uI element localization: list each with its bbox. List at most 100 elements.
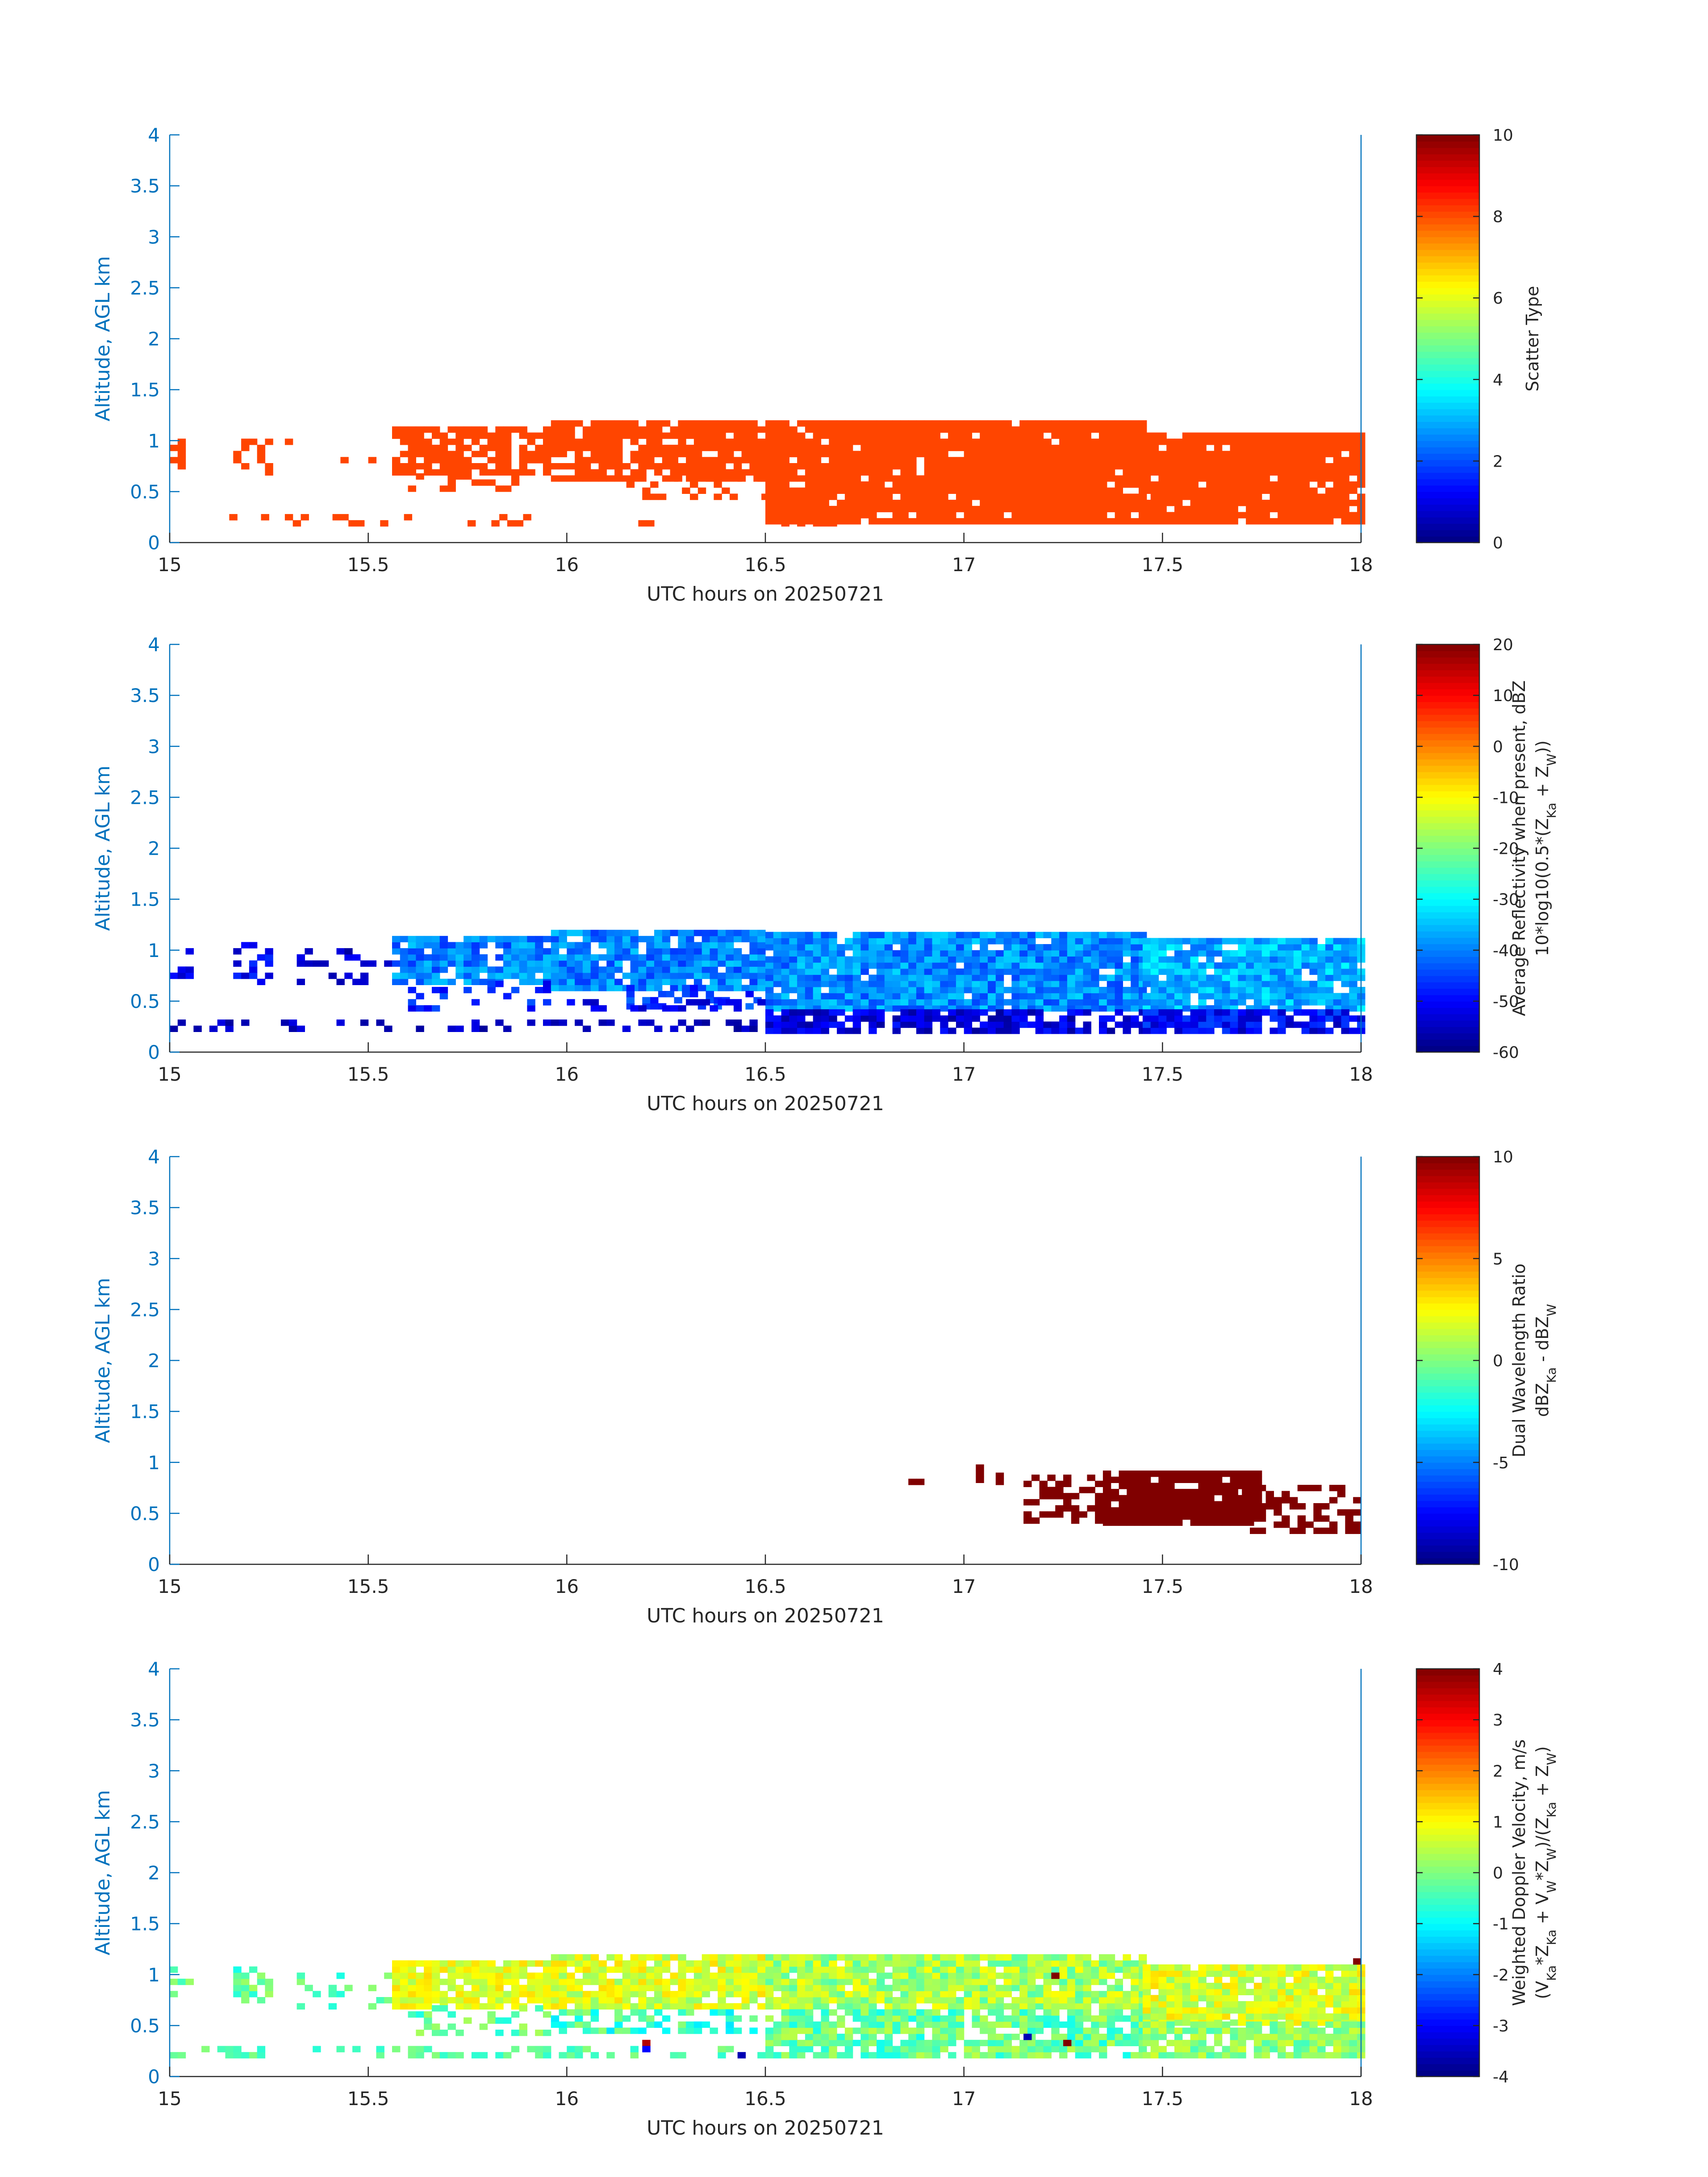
heatmap-cell xyxy=(1166,457,1175,464)
heatmap-cell xyxy=(1043,420,1052,427)
heatmap-cell xyxy=(1325,981,1334,987)
heatmap-cell xyxy=(1333,950,1342,957)
heatmap-cell xyxy=(765,993,774,999)
heatmap-cell xyxy=(1230,968,1238,975)
heatmap-cell xyxy=(1142,1021,1151,1028)
heatmap-cell xyxy=(249,960,258,967)
heatmap-cell xyxy=(837,463,845,470)
heatmap-cell xyxy=(471,942,480,949)
heatmap-cell xyxy=(305,960,313,967)
heatmap-cell xyxy=(1131,1991,1139,1997)
heatmap-cell xyxy=(1099,1021,1107,1028)
heatmap-cell xyxy=(527,432,535,439)
heatmap-cell xyxy=(519,2005,527,2012)
heatmap-cell xyxy=(654,985,663,991)
heatmap-cell xyxy=(559,1960,567,1967)
heatmap-cell xyxy=(1253,487,1262,494)
heatmap-cell xyxy=(1166,487,1175,494)
heatmap-cell xyxy=(844,500,853,506)
heatmap-cell xyxy=(837,1009,845,1016)
heatmap-cell xyxy=(1261,463,1270,470)
heatmap-cell xyxy=(1083,420,1091,427)
heatmap-cell xyxy=(781,1015,789,1022)
heatmap-cell xyxy=(1242,1497,1250,1504)
heatmap-cell xyxy=(614,1991,623,1997)
heatmap-cell xyxy=(614,2015,623,2022)
colorbar-tick-label: -10 xyxy=(1493,1556,1519,1574)
heatmap-cell xyxy=(320,960,329,967)
heatmap-cell xyxy=(773,938,782,944)
heatmap-cell xyxy=(805,518,814,525)
heatmap-cell xyxy=(869,962,877,969)
heatmap-cell xyxy=(733,999,742,1006)
heatmap-cell xyxy=(455,473,464,480)
y-tick-label: 3 xyxy=(148,226,160,248)
heatmap-cell xyxy=(821,420,829,427)
heatmap-cell xyxy=(988,475,996,482)
heatmap-cell xyxy=(741,1954,750,1961)
heatmap-cell xyxy=(892,512,901,518)
heatmap-cell xyxy=(932,962,940,969)
heatmap-cell xyxy=(424,978,432,985)
colorbar-segment xyxy=(1416,1214,1479,1221)
heatmap-cell xyxy=(781,475,789,482)
heatmap-cell xyxy=(805,962,814,969)
heatmap-cell xyxy=(567,1960,575,1967)
heatmap-cell xyxy=(523,514,531,521)
heatmap-cell xyxy=(1238,956,1246,963)
heatmap-cell xyxy=(686,2003,694,2010)
heatmap-cell xyxy=(741,936,750,943)
heatmap-cell xyxy=(614,978,623,985)
heatmap-cell xyxy=(1286,962,1294,969)
heatmap-cell xyxy=(1166,444,1175,451)
heatmap-cell xyxy=(1230,1513,1238,1520)
heatmap-cell xyxy=(686,960,694,967)
heatmap-cell xyxy=(924,463,933,470)
heatmap-cell xyxy=(185,966,194,973)
heatmap-cell xyxy=(940,487,948,494)
heatmap-cell xyxy=(821,1966,829,1973)
heatmap-cell xyxy=(797,1966,806,1973)
heatmap-cell xyxy=(487,432,496,439)
heatmap-cell xyxy=(1051,944,1060,951)
heatmap-cell xyxy=(392,432,401,439)
heatmap-cell xyxy=(416,1972,424,1979)
heatmap-cell xyxy=(789,487,798,494)
heatmap-cell xyxy=(924,974,933,981)
heatmap-cell xyxy=(543,1991,551,1997)
colorbar-segment xyxy=(1416,1532,1479,1539)
heatmap-cell xyxy=(424,2003,432,2010)
heatmap-cell xyxy=(1190,974,1199,981)
heatmap-cell xyxy=(654,960,663,967)
heatmap-cell xyxy=(1166,493,1175,500)
heatmap-cell xyxy=(789,500,798,506)
heatmap-cell xyxy=(757,469,766,476)
heatmap-cell xyxy=(1099,481,1107,488)
x-axis-label: UTC hours on 20250721 xyxy=(647,583,884,606)
heatmap-cell xyxy=(1301,993,1310,999)
heatmap-cell xyxy=(1182,487,1191,494)
heatmap-cell xyxy=(1309,518,1318,525)
heatmap-cell xyxy=(1099,962,1107,969)
heatmap-cell xyxy=(924,475,933,482)
heatmap-cell xyxy=(614,942,623,949)
heatmap-cell xyxy=(1119,1471,1127,1477)
heatmap-cell xyxy=(908,487,917,494)
heatmap-cell xyxy=(503,993,512,999)
heatmap-cell xyxy=(1206,432,1215,439)
heatmap-cell xyxy=(614,2027,623,2034)
heatmap-cell xyxy=(439,960,448,967)
heatmap-cell xyxy=(757,1978,766,1985)
heatmap-cell xyxy=(1083,457,1091,464)
heatmap-cell xyxy=(1293,444,1302,451)
heatmap-cell xyxy=(1270,457,1278,464)
heatmap-cell xyxy=(1190,1028,1199,1034)
heatmap-cell xyxy=(1075,1009,1084,1016)
heatmap-cell xyxy=(1003,1960,1012,1967)
heatmap-cell xyxy=(869,1997,877,2004)
heatmap-cell xyxy=(860,487,869,494)
heatmap-cell xyxy=(1274,1497,1282,1504)
heatmap-cell xyxy=(908,426,917,433)
heatmap-cell xyxy=(773,2021,782,2028)
